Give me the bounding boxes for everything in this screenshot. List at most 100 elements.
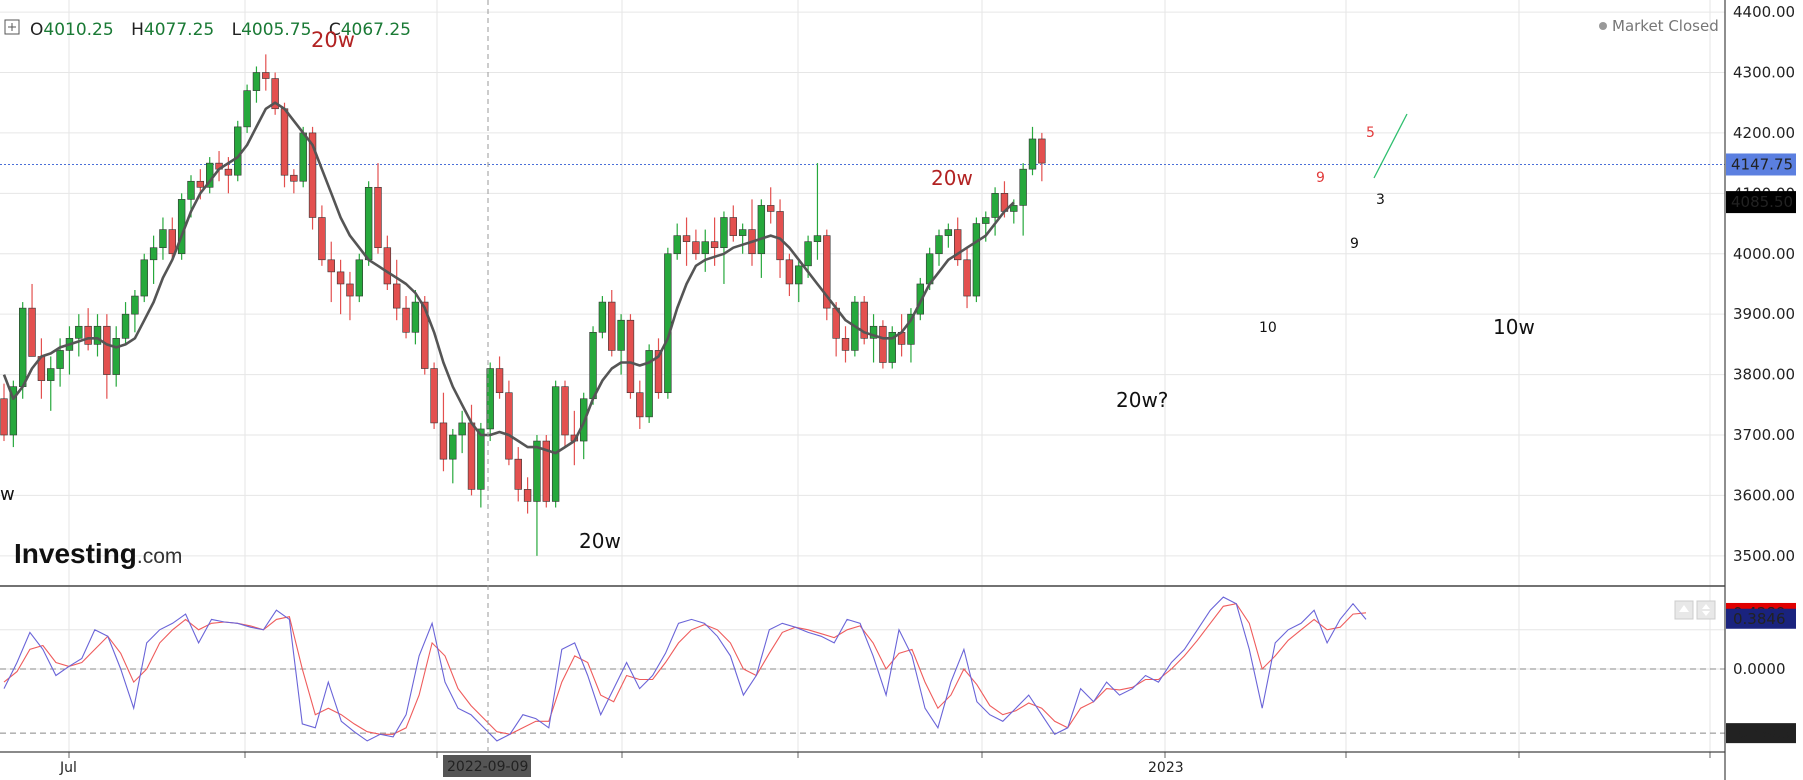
annotation-3: 3 xyxy=(1376,192,1385,208)
candle-body xyxy=(28,307,36,357)
candle-body xyxy=(710,241,719,249)
candle-body xyxy=(757,205,766,255)
high-label: H xyxy=(131,20,144,40)
price-axis-tick-label: 4300.00 xyxy=(1733,64,1795,82)
ohlc-legend: O4010.25 H4077.25 L4005.75 C4067.25 xyxy=(30,20,411,40)
candle-body xyxy=(224,168,233,176)
candle-body xyxy=(439,422,448,460)
candle-body xyxy=(589,331,597,400)
moving-average-layer xyxy=(2,101,1015,455)
candle-body xyxy=(374,186,382,249)
candle-body xyxy=(608,301,616,351)
low-label: L xyxy=(232,20,242,40)
candle-body xyxy=(738,229,747,236)
candle-body xyxy=(963,259,971,297)
candle-body xyxy=(692,241,700,255)
pane-maximize-arrows-icon xyxy=(1702,604,1710,616)
candle-body xyxy=(879,325,887,363)
candle-body xyxy=(402,307,410,333)
candle-body xyxy=(355,259,363,297)
candle-body xyxy=(299,132,307,182)
candle-body xyxy=(916,283,925,315)
candle-body xyxy=(346,283,354,297)
candle-body xyxy=(869,325,878,339)
candle-body xyxy=(598,301,607,333)
candle-body xyxy=(383,247,392,285)
annotation-20w-mid: 20w xyxy=(931,166,973,190)
candle-body xyxy=(280,108,289,176)
close-value: 4067.25 xyxy=(341,20,411,40)
market-status-text: Market Closed xyxy=(1612,17,1719,35)
candle-body xyxy=(187,180,195,200)
candle-body xyxy=(121,313,130,339)
annotation-5: 5 xyxy=(1366,125,1375,141)
candle-body xyxy=(561,386,569,436)
candles-layer xyxy=(0,54,1046,556)
candle-body xyxy=(551,386,560,502)
candle-body xyxy=(785,259,794,285)
pane-maximize-icon[interactable] xyxy=(1696,600,1716,620)
candle-body xyxy=(430,368,438,424)
candle-body xyxy=(542,440,551,502)
candle-body xyxy=(645,350,653,418)
candle-body xyxy=(290,174,298,182)
candle-body xyxy=(168,229,176,255)
crosshair-date-badge xyxy=(443,755,531,777)
high-value: 4077.25 xyxy=(144,20,214,40)
candle-body xyxy=(729,217,738,236)
candle-body xyxy=(477,428,485,490)
annotation-10: 10 xyxy=(1259,320,1277,336)
annotation-20w-top: 20w xyxy=(311,28,355,52)
candle-body xyxy=(1019,168,1027,206)
candle-body xyxy=(56,350,64,369)
oscillator-fast-value-badge-bg xyxy=(1726,608,1796,629)
candle-body xyxy=(664,253,672,394)
candle-body xyxy=(972,223,981,297)
candle-body xyxy=(766,205,775,212)
candle-body xyxy=(364,186,373,261)
candle-body xyxy=(673,235,681,255)
annotations-layer: 20w 20w 20w 20w? 10w 10 9 5 3 9 w xyxy=(0,28,1535,553)
last-price-badge xyxy=(1726,191,1796,214)
candle-body xyxy=(47,368,55,381)
candle-body xyxy=(271,78,279,110)
candle-body xyxy=(617,319,625,351)
candle-body xyxy=(944,229,953,236)
price-axis-tick-label: 4000.00 xyxy=(1733,245,1795,263)
candle-body xyxy=(523,489,532,502)
candle-body xyxy=(636,392,644,418)
candle-body xyxy=(701,241,709,255)
candle-body xyxy=(411,301,420,333)
candle-body xyxy=(935,235,943,255)
pane-up-arrow-icon xyxy=(1679,605,1689,612)
candle-body xyxy=(458,422,466,436)
candle-body xyxy=(654,350,663,394)
candle-body xyxy=(93,325,102,345)
annotation-9-red: 9 xyxy=(1316,170,1325,186)
price-axis-tick-label: 4400.00 xyxy=(1733,3,1795,21)
price-axis-tick-label: 3700.00 xyxy=(1733,426,1795,444)
price-axis-tick-label: 4200.00 xyxy=(1733,124,1795,142)
current-price-label: 4147.75 xyxy=(1731,155,1793,173)
candle-body xyxy=(467,422,476,490)
candle-body xyxy=(823,235,831,309)
current-price-badge xyxy=(1726,153,1796,176)
candle-body xyxy=(1010,205,1018,212)
candle-body xyxy=(953,229,962,261)
candle-body xyxy=(196,180,205,188)
candle-body xyxy=(505,392,513,460)
crosshair-date-label: 2022-09-09 xyxy=(447,759,528,775)
oscillator-lower-badge-bg xyxy=(1726,723,1796,744)
last-price-label: 4085.50 xyxy=(1731,193,1793,211)
candle-body xyxy=(626,319,635,394)
price-axis-tick-label: 3900.00 xyxy=(1733,305,1795,323)
candle-body xyxy=(1038,138,1046,164)
candle-body xyxy=(140,259,148,297)
annotation-w-edge: w xyxy=(0,484,15,505)
candle-body xyxy=(336,271,345,285)
candle-body xyxy=(112,338,120,375)
candle-body xyxy=(262,72,270,79)
